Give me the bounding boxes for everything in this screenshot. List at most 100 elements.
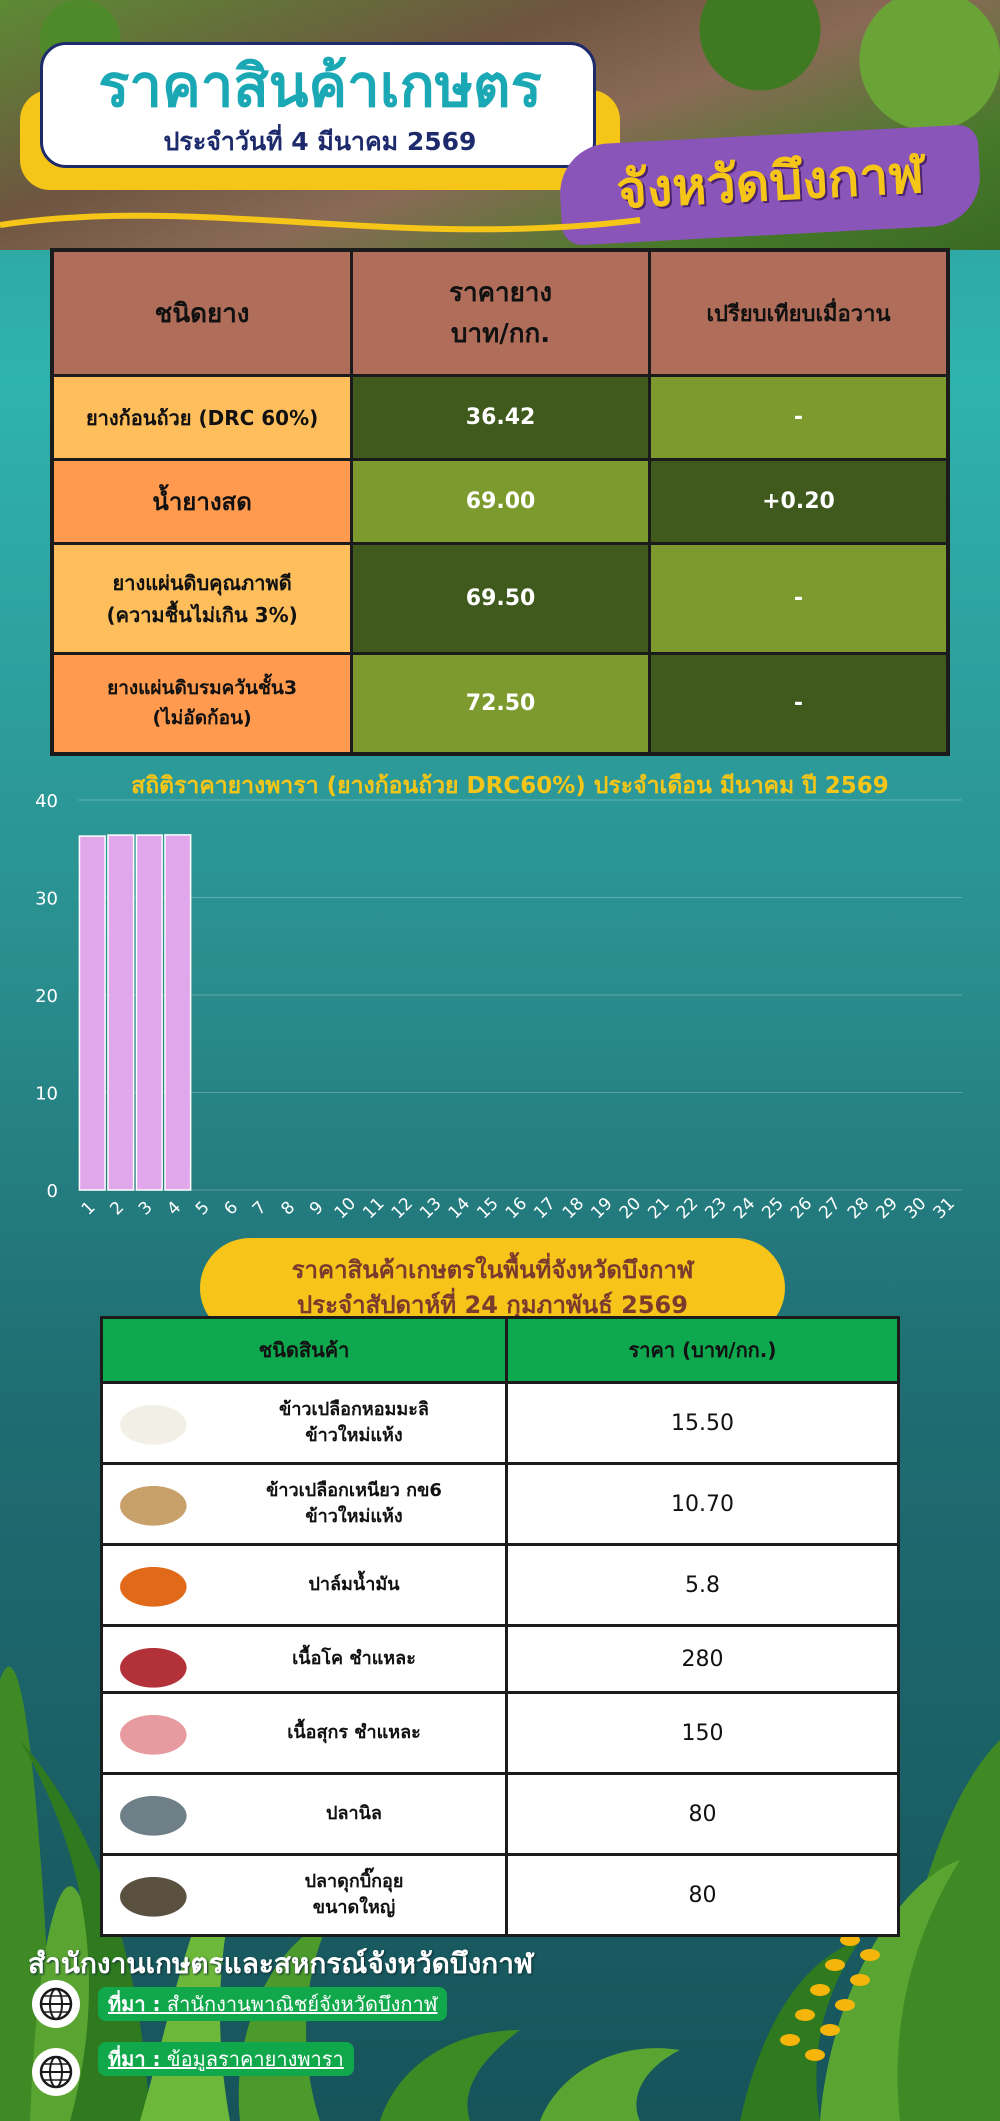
rice-jasmine-icon: [111, 1394, 205, 1450]
source-text: ข้อมูลราคายางพารา: [166, 2047, 344, 2071]
source-prefix: ที่มา :: [108, 2047, 161, 2071]
x-tick-label: 7: [249, 1198, 271, 1220]
produce-table-header: ชนิดสินค้า ราคา (บาท/กก.): [100, 1316, 900, 1384]
product-cell: ปลานิล: [100, 1772, 508, 1856]
col-rubber-type: ชนิดยาง: [50, 248, 354, 377]
page-title: ราคาสินค้าเกษตร: [98, 52, 542, 120]
rubber-price-cell: 72.50: [350, 652, 651, 755]
product-name: ปาล์มน้ำมัน: [308, 1574, 400, 1595]
bar: [78, 835, 106, 1191]
table-row: ข้าวเปลือกหอมมะลิ ข้าวใหม่แห้ง 15.50: [100, 1381, 900, 1465]
table-row: ปลาดุกบิ๊กอุย ขนาดใหญ่ 80: [100, 1853, 900, 1937]
title-box: [40, 42, 596, 168]
x-tick-label: 23: [701, 1194, 730, 1223]
x-tick-label: 3: [135, 1198, 157, 1220]
x-tick-label: 15: [473, 1194, 502, 1223]
product-price: 280: [505, 1624, 900, 1694]
rubber-type-cell: ยางก้อนถ้วย (DRC 60%): [50, 374, 354, 461]
x-tick-label: 5: [192, 1198, 214, 1220]
rubber-price-cell: 69.00: [350, 458, 651, 545]
x-tick-label: 4: [163, 1198, 185, 1220]
product-price: 80: [505, 1772, 900, 1856]
bar: [107, 834, 135, 1191]
x-tick-label: 21: [644, 1194, 673, 1223]
product-name: ปลานิล: [326, 1803, 382, 1824]
x-tick-label: 29: [872, 1194, 901, 1223]
product-price: 5.8: [505, 1543, 900, 1627]
wave-decoration: [0, 212, 641, 233]
product-name: เนื้อสุกร ชำแหละ: [287, 1722, 421, 1743]
bar: [164, 834, 192, 1191]
rubber-price-cell: 69.50: [350, 542, 651, 655]
globe-icon: [32, 2048, 80, 2096]
x-tick-label: 24: [730, 1194, 759, 1223]
product-price: 150: [505, 1691, 900, 1775]
x-tick-label: 26: [787, 1194, 816, 1223]
product-name: ปลาดุกบิ๊กอุย ขนาดใหญ่: [304, 1871, 404, 1918]
rice-sticky-icon: [111, 1475, 205, 1531]
table-row: ปาล์มน้ำมัน 5.8: [100, 1543, 900, 1627]
y-tick-label: 40: [35, 791, 58, 812]
beef-icon: [111, 1637, 205, 1693]
table-row: ยางแผ่นดิบรมควันชั้น3 (ไม่อัดก้อน) 72.50…: [50, 652, 950, 755]
x-tick-label: 31: [929, 1194, 958, 1223]
y-tick-label: 30: [35, 889, 58, 910]
rubber-change-cell: +0.20: [647, 458, 950, 545]
y-tick-label: 10: [35, 1084, 58, 1105]
rubber-change-cell: -: [647, 374, 950, 461]
product-cell: ปาล์มน้ำมัน: [100, 1543, 508, 1627]
produce-heading: ราคาสินค้าเกษตรในพื้นที่จังหวัดบึงกาฬ: [291, 1256, 694, 1284]
office-name: สำนักงานเกษตรและสหกรณ์จังหวัดบึงกาฬ: [28, 1947, 534, 1980]
rubber-type-cell: ยางแผ่นดิบรมควันชั้น3 (ไม่อัดก้อน): [50, 652, 354, 755]
x-tick-label: 10: [331, 1194, 360, 1223]
product-cell: ข้าวเปลือกเหนียว กข6 ข้าวใหม่แห้ง: [100, 1462, 508, 1546]
x-tick-label: 14: [445, 1194, 474, 1223]
chart-title: สถิติราคายางพารา (ยางก้อนถ้วย DRC60%) ปร…: [131, 773, 889, 799]
date-line: ประจำวันที่ 4 มีนาคม 2569: [163, 127, 477, 156]
rubber-type-cell: น้ำยางสด: [50, 458, 354, 545]
product-cell: เนื้อสุกร ชำแหละ: [100, 1691, 508, 1775]
catfish-icon: [111, 1866, 205, 1922]
product-name: ข้าวเปลือกเหนียว กข6 ข้าวใหม่แห้ง: [266, 1480, 442, 1527]
pork-icon: [111, 1704, 205, 1760]
source-prefix: ที่มา :: [108, 1992, 161, 2016]
product-name: เนื้อโค ชำแหละ: [292, 1648, 416, 1669]
table-row: ปลานิล 80: [100, 1772, 900, 1856]
table-row: เนื้อโค ชำแหละ 280: [100, 1624, 900, 1694]
x-tick-label: 18: [559, 1194, 588, 1223]
tilapia-icon: [111, 1785, 205, 1841]
globe-icon: [32, 1980, 80, 2028]
table-row: ยางแผ่นดิบคุณภาพดี (ความชื้นไม่เกิน 3%) …: [50, 542, 950, 655]
col-product: ชนิดสินค้า: [100, 1316, 508, 1384]
product-name: ข้าวเปลือกหอมมะลิ ข้าวใหม่แห้ง: [279, 1399, 429, 1446]
x-tick-label: 9: [306, 1198, 328, 1220]
source-link-rubber[interactable]: ที่มา : ข้อมูลราคายางพารา: [98, 2042, 354, 2076]
rubber-price-table: ชนิดยาง ราคายาง บาท/กก. เปรียบเทียบเมื่อ…: [50, 248, 950, 756]
y-tick-label: 20: [35, 986, 58, 1007]
x-tick-label: 28: [844, 1194, 873, 1223]
product-price: 80: [505, 1853, 900, 1937]
x-tick-label: 22: [673, 1194, 702, 1223]
y-tick-label: 0: [47, 1181, 58, 1202]
produce-week: ประจำสัปดาห์ที่ 24 กุมภาพันธ์ 2569: [297, 1291, 688, 1319]
col-price: ราคา (บาท/กก.): [505, 1316, 900, 1384]
rubber-change-cell: -: [647, 652, 950, 755]
x-tick-label: 6: [220, 1198, 242, 1220]
source-link-commerce[interactable]: ที่มา : สำนักงานพาณิชย์จังหวัดบึงกาฬ: [98, 1987, 448, 2021]
x-tick-label: 8: [277, 1198, 299, 1220]
rubber-table-header: ชนิดยาง ราคายาง บาท/กก. เปรียบเทียบเมื่อ…: [50, 248, 950, 377]
table-row: เนื้อสุกร ชำแหละ 150: [100, 1691, 900, 1775]
product-cell: ปลาดุกบิ๊กอุย ขนาดใหญ่: [100, 1853, 508, 1937]
table-row: ยางก้อนถ้วย (DRC 60%) 36.42 -: [50, 374, 950, 461]
x-tick-label: 2: [106, 1198, 128, 1220]
x-tick-label: 11: [359, 1194, 388, 1223]
x-tick-label: 19: [587, 1194, 616, 1223]
product-price: 10.70: [505, 1462, 900, 1546]
x-tick-label: 20: [616, 1194, 645, 1223]
rubber-type-cell: ยางแผ่นดิบคุณภาพดี (ความชื้นไม่เกิน 3%): [50, 542, 354, 655]
product-cell: เนื้อโค ชำแหละ: [100, 1624, 508, 1694]
x-tick-label: 25: [758, 1194, 787, 1223]
oil-palm-icon: [111, 1556, 205, 1612]
product-price: 15.50: [505, 1381, 900, 1465]
